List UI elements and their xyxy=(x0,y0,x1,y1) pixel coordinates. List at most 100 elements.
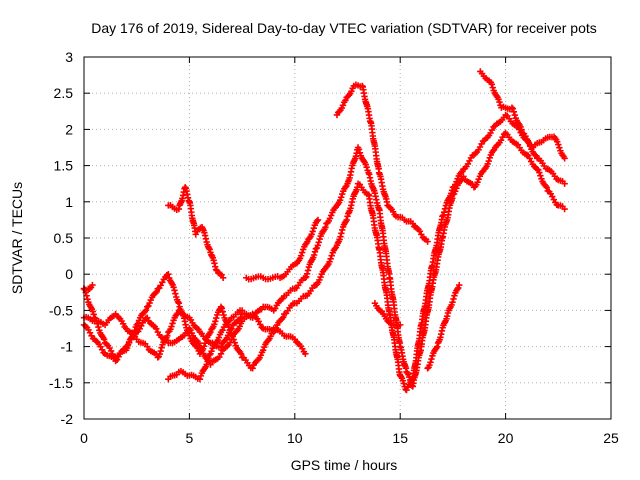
data-points xyxy=(80,68,568,394)
data-point xyxy=(89,281,96,289)
data-point xyxy=(144,343,151,350)
data-point xyxy=(91,314,98,321)
data-point-sample xyxy=(123,344,131,352)
data-point xyxy=(144,314,151,321)
series-track-11 xyxy=(80,281,96,294)
y-tick-label: 2.5 xyxy=(54,85,74,101)
data-point-sample xyxy=(316,276,323,284)
data-point-sample xyxy=(172,290,179,297)
data-point-sample xyxy=(454,285,461,293)
data-point xyxy=(460,173,467,180)
data-point-sample xyxy=(363,164,370,171)
data-point-sample xyxy=(89,308,96,315)
grid-lines xyxy=(84,57,611,419)
data-point-sample xyxy=(94,320,101,328)
data-point-sample xyxy=(457,169,465,176)
data-point-sample xyxy=(142,307,150,314)
data-point-sample xyxy=(83,292,90,299)
data-point-sample xyxy=(556,144,563,151)
x-tick-label: 15 xyxy=(392,430,408,446)
data-point-sample xyxy=(510,108,518,115)
data-point-sample xyxy=(339,190,346,198)
data-point-sample xyxy=(211,321,218,328)
series-track-1 xyxy=(80,111,568,394)
y-tick-label: -1 xyxy=(61,339,74,355)
data-point-sample xyxy=(303,270,311,277)
axis-ticks: 0 5 10 15 20 25 -2 -1.5 -1 -0.5 0 0.5 1 1.5 2 2.5 3 xyxy=(49,49,619,446)
data-point-sample xyxy=(496,98,503,106)
data-point xyxy=(561,205,568,213)
data-point-sample xyxy=(428,355,435,363)
data-point xyxy=(456,281,463,289)
data-point-sample xyxy=(337,233,344,240)
series-track-6 xyxy=(333,81,431,245)
series-track-10 xyxy=(243,216,322,283)
data-point-sample xyxy=(100,336,108,343)
data-point-sample xyxy=(449,299,456,306)
data-point-sample xyxy=(213,314,220,322)
y-axis-label: SDTVAR / TECUs xyxy=(9,182,25,294)
data-point-sample xyxy=(164,332,171,340)
data-point-sample xyxy=(427,359,434,366)
data-point-sample xyxy=(343,216,350,224)
data-point-sample xyxy=(212,318,219,325)
data-point-sample xyxy=(169,320,176,327)
data-point-sample xyxy=(328,252,335,259)
data-point xyxy=(238,307,246,314)
data-point-sample xyxy=(202,339,209,347)
data-point-sample xyxy=(559,151,566,159)
data-point-sample xyxy=(205,354,212,362)
data-point xyxy=(228,332,235,339)
data-point-sample xyxy=(518,126,525,133)
data-point-sample xyxy=(310,225,317,232)
data-point-sample xyxy=(131,327,138,334)
data-point-sample xyxy=(231,339,238,346)
series-track-4 xyxy=(165,307,246,383)
data-point-sample xyxy=(171,287,178,294)
data-point xyxy=(424,238,431,245)
data-point xyxy=(217,350,225,358)
data-point-sample xyxy=(311,248,319,256)
x-tick-label: 10 xyxy=(287,430,303,446)
data-point-sample xyxy=(153,325,160,332)
data-point-sample xyxy=(173,311,180,318)
data-point xyxy=(314,216,322,224)
y-tick-label: 1.5 xyxy=(54,158,74,174)
data-point-sample xyxy=(474,178,481,186)
data-point-sample xyxy=(226,327,234,334)
series-track-8 xyxy=(371,299,404,330)
data-point-sample xyxy=(484,160,491,168)
data-point xyxy=(439,213,446,220)
data-point-sample xyxy=(208,347,215,355)
chart-title: Day 176 of 2019, Sidereal Day-to-day VTE… xyxy=(91,20,597,36)
data-point-sample xyxy=(152,289,159,297)
data-point-sample xyxy=(322,224,329,231)
data-point-sample xyxy=(326,215,334,222)
data-point-sample xyxy=(153,288,160,296)
data-point-sample xyxy=(156,350,163,358)
data-point-sample xyxy=(134,320,142,327)
data-point-sample xyxy=(488,81,496,88)
y-tick-label: 0.5 xyxy=(54,230,74,246)
data-point-sample xyxy=(157,347,164,355)
data-point-sample xyxy=(146,299,153,307)
data-point xyxy=(154,354,161,361)
series-track-9 xyxy=(424,281,463,372)
data-point-sample xyxy=(486,154,493,162)
data-point-sample xyxy=(90,311,97,318)
data-point-sample xyxy=(317,273,324,281)
data-point-sample xyxy=(200,343,208,350)
x-tick-label: 0 xyxy=(80,430,88,446)
data-point-sample xyxy=(219,308,226,315)
data-point-sample xyxy=(400,380,408,387)
data-point-sample xyxy=(355,146,363,153)
data-point-sample xyxy=(309,228,316,235)
data-point xyxy=(302,350,309,358)
data-point-sample xyxy=(237,314,244,321)
data-point-sample xyxy=(203,361,210,368)
data-point xyxy=(397,321,404,329)
data-point-sample xyxy=(537,172,544,179)
data-point-sample xyxy=(327,212,335,219)
data-point-sample xyxy=(489,147,497,155)
